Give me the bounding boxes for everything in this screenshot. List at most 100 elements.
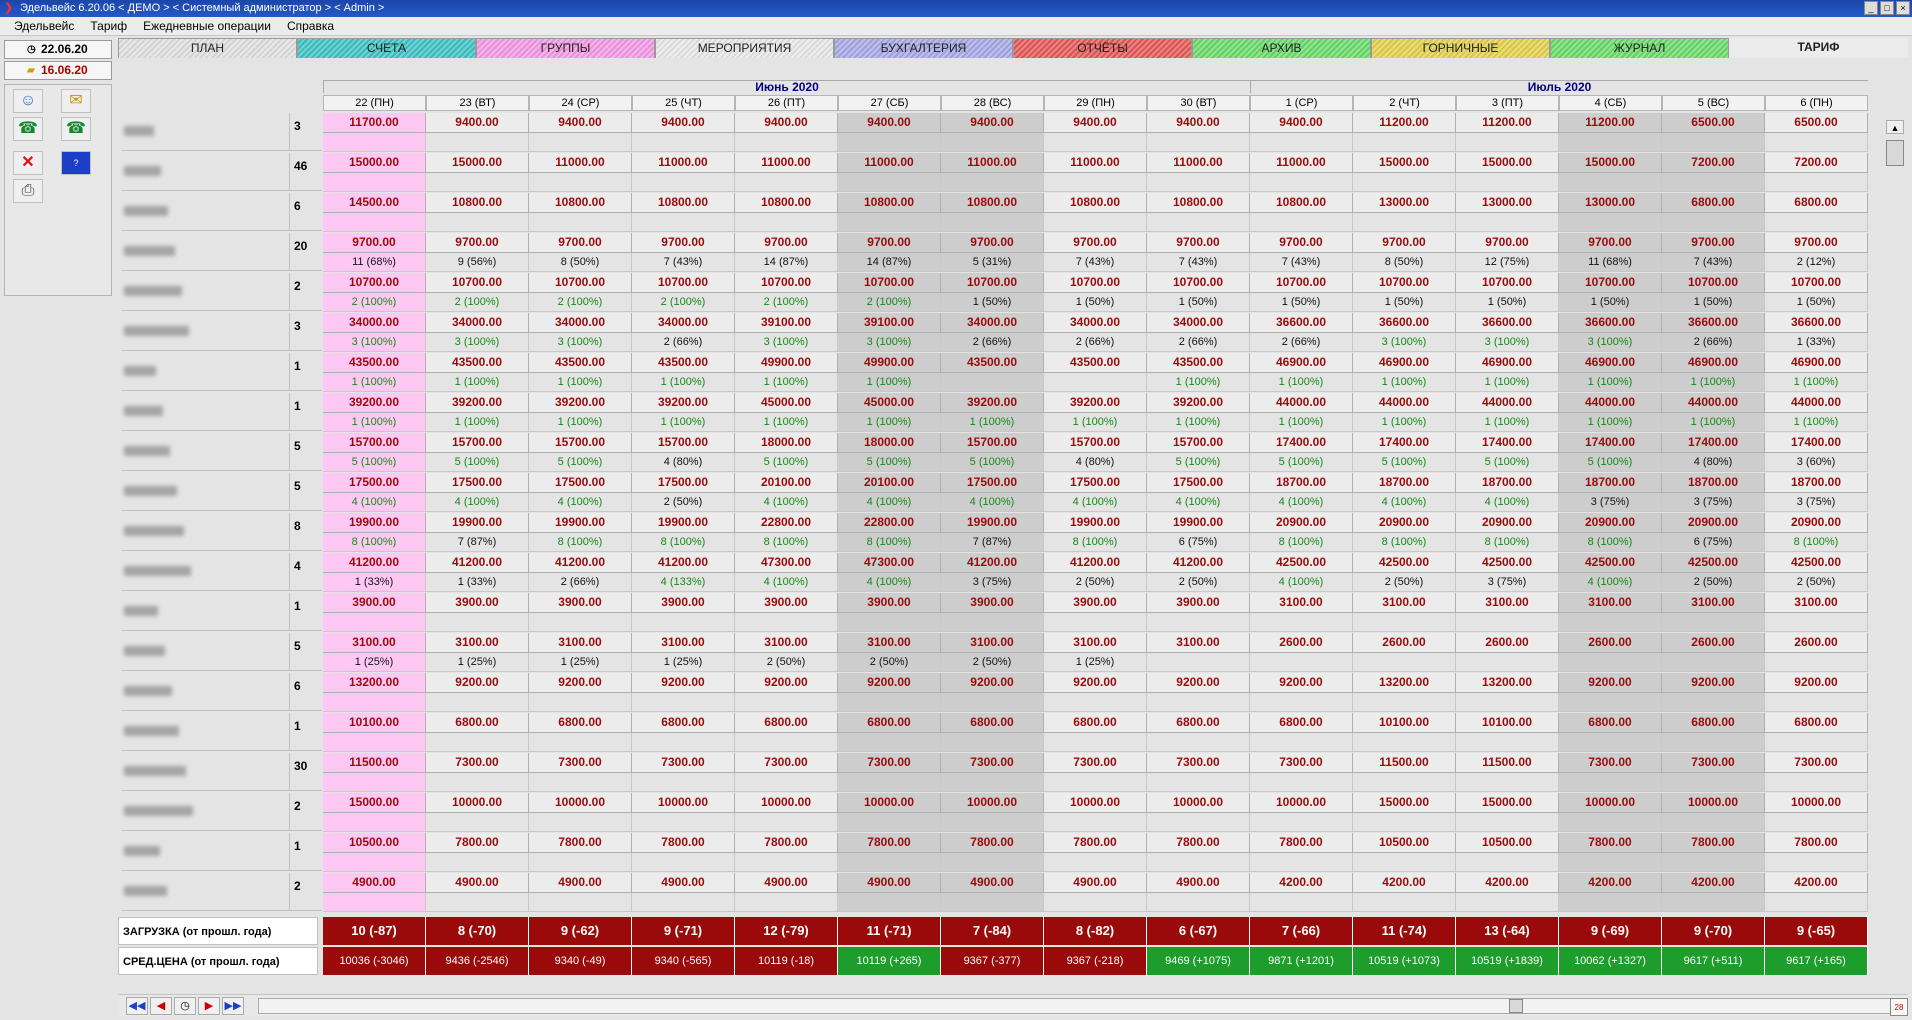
price-cell[interactable]: 11000.00 xyxy=(632,153,735,173)
price-cell[interactable]: 3900.00 xyxy=(529,593,632,613)
price-cell[interactable]: 17500.00 xyxy=(426,473,529,493)
price-cell[interactable]: 10700.00 xyxy=(1765,273,1868,293)
price-cell[interactable]: 34000.00 xyxy=(529,313,632,333)
price-cell[interactable]: 46900.00 xyxy=(1456,353,1559,373)
tab-5[interactable]: ОТЧЁТЫ xyxy=(1013,38,1192,58)
price-cell[interactable]: 19900.00 xyxy=(1147,513,1250,533)
price-cell[interactable]: 18000.00 xyxy=(838,433,941,453)
price-cell[interactable]: 39200.00 xyxy=(941,393,1044,413)
price-cell[interactable]: 3100.00 xyxy=(1353,593,1456,613)
price-cell[interactable]: 4200.00 xyxy=(1662,873,1765,893)
price-cell[interactable]: 9700.00 xyxy=(838,233,941,253)
price-cell[interactable]: 34000.00 xyxy=(1147,313,1250,333)
price-cell[interactable]: 41200.00 xyxy=(632,553,735,573)
price-cell[interactable]: 20900.00 xyxy=(1250,513,1353,533)
price-cell[interactable]: 3100.00 xyxy=(1250,593,1353,613)
tab-1[interactable]: СЧЕТА xyxy=(297,38,476,58)
price-cell[interactable]: 9700.00 xyxy=(1662,233,1765,253)
price-cell[interactable]: 9200.00 xyxy=(426,673,529,693)
price-cell[interactable]: 22800.00 xyxy=(735,513,838,533)
price-cell[interactable]: 41200.00 xyxy=(1147,553,1250,573)
price-cell[interactable]: 6800.00 xyxy=(1765,193,1868,213)
price-cell[interactable]: 20900.00 xyxy=(1765,513,1868,533)
price-cell[interactable]: 43500.00 xyxy=(1147,353,1250,373)
price-cell[interactable]: 17400.00 xyxy=(1353,433,1456,453)
price-cell[interactable]: 10800.00 xyxy=(1147,193,1250,213)
tab-4[interactable]: БУХГАЛТЕРИЯ xyxy=(834,38,1013,58)
price-cell[interactable]: 3100.00 xyxy=(941,633,1044,653)
first-page-icon[interactable]: ◀◀ xyxy=(126,997,148,1015)
price-cell[interactable]: 49900.00 xyxy=(838,353,941,373)
price-cell[interactable]: 34000.00 xyxy=(1044,313,1147,333)
price-cell[interactable]: 3100.00 xyxy=(838,633,941,653)
price-cell[interactable]: 2600.00 xyxy=(1353,633,1456,653)
price-cell[interactable]: 11200.00 xyxy=(1559,113,1662,133)
price-cell[interactable]: 36600.00 xyxy=(1559,313,1662,333)
price-cell[interactable]: 9200.00 xyxy=(1147,673,1250,693)
price-cell[interactable]: 11500.00 xyxy=(1353,753,1456,773)
price-cell[interactable]: 6500.00 xyxy=(1662,113,1765,133)
price-cell[interactable]: 3900.00 xyxy=(1044,593,1147,613)
price-cell[interactable]: 42500.00 xyxy=(1662,553,1765,573)
current-date[interactable]: ◷ 22.06.20 xyxy=(4,40,112,59)
price-cell[interactable]: 9200.00 xyxy=(529,673,632,693)
price-cell[interactable]: 4900.00 xyxy=(426,873,529,893)
price-cell[interactable]: 11700.00 xyxy=(323,113,426,133)
price-cell[interactable]: 39200.00 xyxy=(632,393,735,413)
price-cell[interactable]: 17400.00 xyxy=(1559,433,1662,453)
price-cell[interactable]: 39100.00 xyxy=(838,313,941,333)
price-cell[interactable]: 9700.00 xyxy=(632,233,735,253)
price-cell[interactable]: 2600.00 xyxy=(1765,633,1868,653)
price-cell[interactable]: 7800.00 xyxy=(941,833,1044,853)
price-cell[interactable]: 6800.00 xyxy=(735,713,838,733)
today-clock-icon[interactable]: ◷ xyxy=(174,997,196,1015)
price-cell[interactable]: 2600.00 xyxy=(1456,633,1559,653)
price-cell[interactable]: 9700.00 xyxy=(1559,233,1662,253)
price-cell[interactable]: 41200.00 xyxy=(323,553,426,573)
price-cell[interactable]: 39200.00 xyxy=(323,393,426,413)
price-cell[interactable]: 15000.00 xyxy=(1456,793,1559,813)
price-cell[interactable]: 36600.00 xyxy=(1250,313,1353,333)
price-cell[interactable]: 10000.00 xyxy=(1662,793,1765,813)
price-cell[interactable]: 7300.00 xyxy=(838,753,941,773)
price-cell[interactable]: 3900.00 xyxy=(838,593,941,613)
price-cell[interactable]: 6800.00 xyxy=(1662,193,1765,213)
price-cell[interactable]: 18700.00 xyxy=(1456,473,1559,493)
price-cell[interactable]: 10000.00 xyxy=(529,793,632,813)
price-cell[interactable]: 3100.00 xyxy=(323,633,426,653)
price-cell[interactable]: 15000.00 xyxy=(1353,793,1456,813)
price-cell[interactable]: 42500.00 xyxy=(1353,553,1456,573)
price-cell[interactable]: 43500.00 xyxy=(1044,353,1147,373)
price-cell[interactable]: 7800.00 xyxy=(1250,833,1353,853)
price-cell[interactable]: 36600.00 xyxy=(1662,313,1765,333)
close-window-button[interactable]: × xyxy=(1896,1,1910,15)
price-cell[interactable]: 15700.00 xyxy=(632,433,735,453)
price-cell[interactable]: 4900.00 xyxy=(838,873,941,893)
price-cell[interactable]: 9200.00 xyxy=(1662,673,1765,693)
calendar-icon[interactable]: 28 xyxy=(1890,998,1908,1016)
price-cell[interactable]: 43500.00 xyxy=(426,353,529,373)
price-cell[interactable]: 19900.00 xyxy=(426,513,529,533)
price-cell[interactable]: 19900.00 xyxy=(632,513,735,533)
price-cell[interactable]: 34000.00 xyxy=(632,313,735,333)
price-cell[interactable]: 4900.00 xyxy=(632,873,735,893)
price-cell[interactable]: 6800.00 xyxy=(426,713,529,733)
price-cell[interactable]: 6800.00 xyxy=(1559,713,1662,733)
price-cell[interactable]: 10700.00 xyxy=(529,273,632,293)
price-cell[interactable]: 6800.00 xyxy=(632,713,735,733)
price-cell[interactable]: 17500.00 xyxy=(529,473,632,493)
price-cell[interactable]: 11200.00 xyxy=(1456,113,1559,133)
price-cell[interactable]: 10000.00 xyxy=(1147,793,1250,813)
price-cell[interactable]: 11200.00 xyxy=(1353,113,1456,133)
price-cell[interactable]: 41200.00 xyxy=(1044,553,1147,573)
price-cell[interactable]: 39200.00 xyxy=(426,393,529,413)
price-cell[interactable]: 13200.00 xyxy=(1456,673,1559,693)
price-cell[interactable]: 3100.00 xyxy=(1765,593,1868,613)
price-cell[interactable]: 3100.00 xyxy=(1456,593,1559,613)
price-cell[interactable]: 43500.00 xyxy=(323,353,426,373)
tab-0[interactable]: ПЛАН xyxy=(118,38,297,58)
price-cell[interactable]: 10800.00 xyxy=(1044,193,1147,213)
tab-3[interactable]: МЕРОПРИЯТИЯ xyxy=(655,38,834,58)
price-cell[interactable]: 3900.00 xyxy=(941,593,1044,613)
price-cell[interactable]: 7300.00 xyxy=(1044,753,1147,773)
